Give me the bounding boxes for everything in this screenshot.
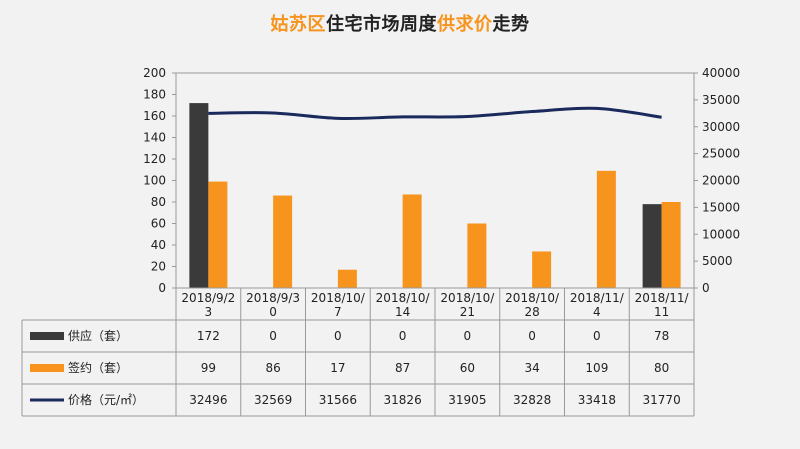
category-label-line2: 14 [395,305,410,319]
category-label-line1: 2018/9/3 [246,291,300,305]
category-label-line2: 11 [654,305,669,319]
category-label-line2: 7 [334,305,342,319]
left-axis-tick-label: 80 [151,195,166,209]
right-axis-tick-label: 10000 [702,227,740,241]
supply-value-label: 0 [269,329,277,343]
category-label-line2: 21 [460,305,475,319]
right-axis-tick-label: 15000 [702,200,740,214]
left-axis-tick-label: 120 [143,152,166,166]
supply-value-label: 0 [593,329,601,343]
title-part-3: 供求价 [437,14,493,35]
category-label-line1: 2018/11/ [570,291,625,305]
right-axis-tick-label: 35000 [702,93,740,107]
supply-bar [189,103,209,288]
right-axis-tick-label: 20000 [702,174,740,188]
chart-title: 姑苏区住宅市场周度供求价走势 [0,10,800,36]
price-value-label: 31566 [319,393,357,407]
left-axis-tick-label: 0 [158,281,166,295]
right-axis-tick-label: 30000 [702,120,740,134]
signed-bar [337,269,357,288]
price-legend-label: 价格（元/㎡） [68,392,144,407]
category-label-line1: 2018/10/ [505,291,560,305]
signed-bar [661,202,681,288]
title-part-1: 姑苏区 [270,14,326,35]
supply-bar [642,204,662,288]
category-label-line1: 2018/9/2 [181,291,235,305]
right-axis-tick-label: 5000 [702,254,733,268]
signed-bar [467,223,487,288]
category-label-line2: 4 [593,305,601,319]
left-axis-tick-label: 160 [143,109,166,123]
signed-value-label: 17 [330,361,345,375]
supply-value-label: 0 [399,329,407,343]
signed-bar [273,195,293,288]
signed-value-label: 34 [524,361,539,375]
category-label-line2: 3 [205,305,213,319]
price-value-label: 32828 [513,393,551,407]
left-axis-tick-label: 20 [151,260,166,274]
supply-value-label: 0 [464,329,472,343]
supply-legend-label: 供应（套） [68,328,128,343]
right-axis-tick-label: 25000 [702,147,740,161]
signed-bar [402,194,422,288]
category-label-line1: 2018/10/ [376,291,431,305]
price-line [208,106,662,120]
signed-value-label: 86 [265,361,280,375]
supply-value-label: 78 [654,329,669,343]
category-label-line2: 28 [524,305,539,319]
category-label-line1: 2018/10/ [311,291,366,305]
signed-value-label: 80 [654,361,669,375]
left-axis-tick-label: 200 [143,66,166,80]
signed-legend-label: 签约（套） [68,360,128,375]
signed-value-label: 60 [460,361,475,375]
category-label-line2: 0 [269,305,277,319]
supply-value-label: 172 [197,329,220,343]
signed-value-label: 109 [585,361,608,375]
left-axis-tick-label: 180 [143,88,166,102]
supply-value-label: 0 [528,329,536,343]
left-axis-tick-label: 140 [143,131,166,145]
signed-legend-marker [30,364,64,372]
price-value-label: 31826 [384,393,422,407]
price-value-label: 32569 [254,393,292,407]
price-value-label: 32496 [189,393,227,407]
price-value-label: 31905 [448,393,486,407]
left-axis-tick-label: 60 [151,217,166,231]
signed-value-label: 87 [395,361,410,375]
signed-value-label: 99 [201,361,216,375]
signed-bar [596,170,616,288]
price-value-label: 31770 [643,393,681,407]
title-part-2: 住宅市场周度 [326,14,437,35]
right-axis-tick-label: 0 [702,281,710,295]
left-axis-tick-label: 100 [143,174,166,188]
title-part-4: 走势 [492,14,530,35]
signed-bar [208,181,228,288]
supply-legend-marker [30,332,64,340]
signed-bar [532,251,552,288]
right-axis-tick-label: 40000 [702,66,740,80]
supply-value-label: 0 [334,329,342,343]
left-axis-tick-label: 40 [151,238,166,252]
plot-area-frame [175,72,695,289]
price-value-label: 33418 [578,393,616,407]
category-label-line1: 2018/10/ [440,291,495,305]
category-label-line1: 2018/11/ [635,291,690,305]
